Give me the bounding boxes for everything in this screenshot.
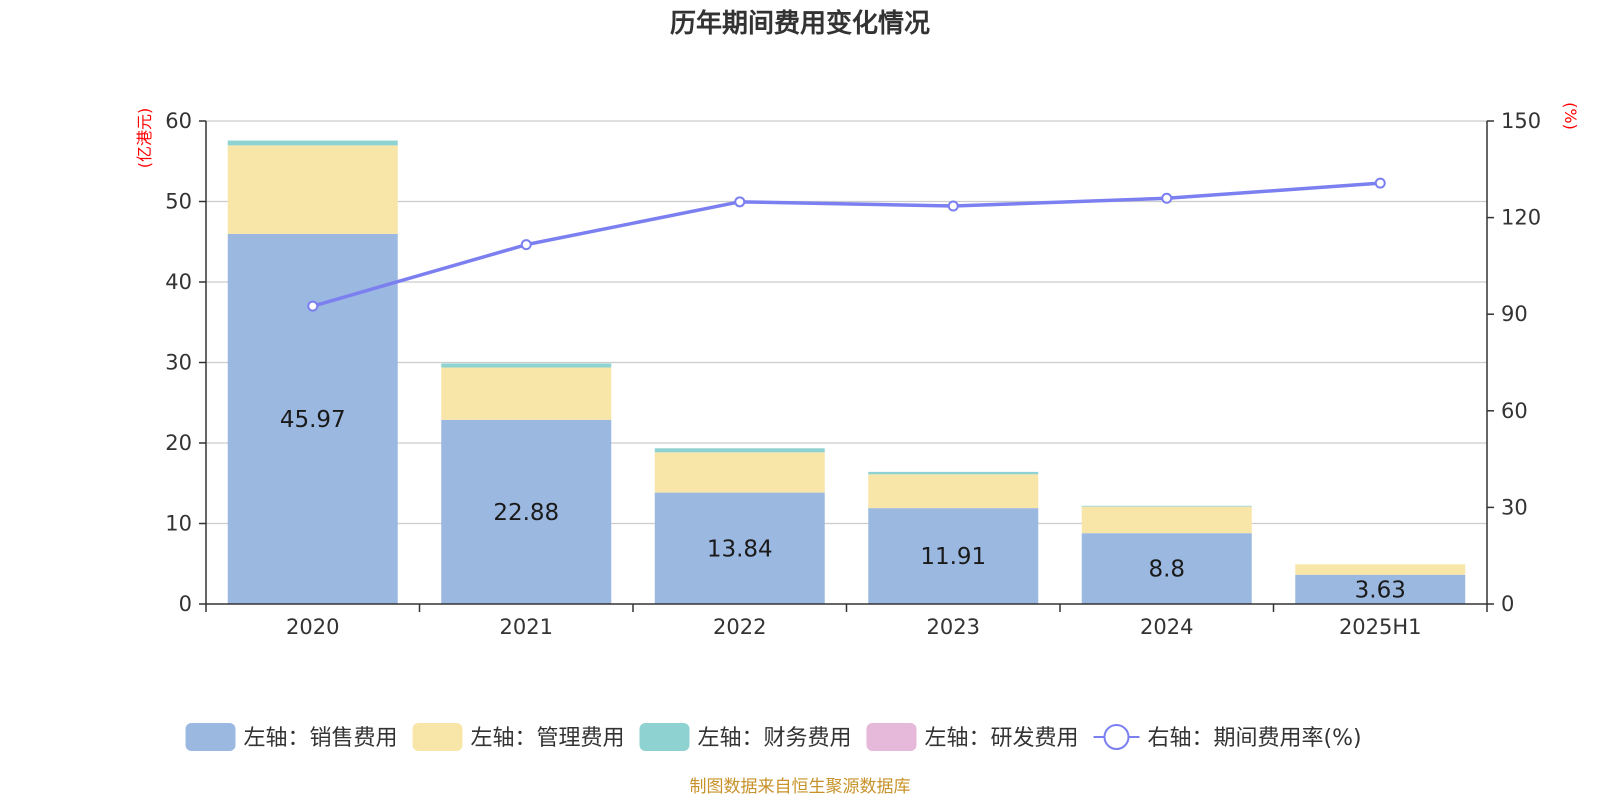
left-tick-label: 50 — [165, 190, 192, 214]
bar-admin-2021 — [441, 367, 612, 420]
axes: 0 10 20 30 40 50 60 0 30 60 90 120 150 2020 2021 2022 20… — [165, 109, 1541, 639]
data-label-sales-2020: 45.97 — [280, 407, 346, 433]
x-tick-label: 2023 — [927, 615, 980, 639]
legend-label-0: 左轴：销售费用 — [244, 726, 398, 751]
legend-swatch-1 — [412, 723, 463, 751]
line-series — [307, 177, 1386, 312]
bar-admin-2022 — [654, 452, 825, 493]
bar-finance-2023 — [868, 471, 1039, 475]
point-expense-ratio-2021 — [520, 239, 532, 251]
bar-admin-2025H1 — [1295, 564, 1466, 575]
left-axis-unit: (亿港元) — [135, 108, 154, 169]
data-label-sales-2025H1: 3.63 — [1355, 577, 1406, 603]
right-tick-label: 90 — [1501, 302, 1528, 326]
line-expense-ratio — [312, 181, 1381, 308]
legend-label-2: 左轴：财务费用 — [698, 726, 852, 751]
left-tick-label: 20 — [165, 431, 192, 455]
legend-label-3: 左轴：研发费用 — [925, 726, 1079, 751]
point-expense-ratio-2025H1 — [1374, 177, 1386, 189]
left-tick-label: 60 — [165, 109, 192, 133]
legend-label-1: 左轴：管理费用 — [471, 726, 625, 751]
bar-sales-2021 — [441, 419, 612, 604]
bar-admin-2023 — [868, 474, 1039, 509]
right-tick-label: 120 — [1501, 206, 1541, 230]
right-axis-unit: (%) — [1561, 102, 1580, 130]
left-tick-label: 0 — [179, 592, 192, 616]
right-tick-label: 0 — [1501, 592, 1514, 616]
legend: 左轴：销售费用 左轴：管理费用 左轴：财务费用 左轴：研发费用 右轴：期间费用率(%) — [185, 723, 1362, 751]
bar-sales-2025H1 — [1295, 574, 1466, 604]
legend-swatch-3 — [866, 723, 917, 751]
data-label-sales-2024: 8.8 — [1148, 557, 1185, 583]
bar-sales-2022 — [654, 492, 825, 604]
bar-sales-2020 — [227, 233, 398, 604]
bar-finance-2022 — [654, 448, 825, 453]
chart-title: 历年期间费用变化情况 — [670, 8, 930, 39]
bar-sales-2024 — [1081, 533, 1252, 604]
bar-finance-2024 — [1081, 505, 1252, 507]
legend-swatch-0 — [185, 723, 236, 751]
legend-marker-swatch — [1103, 724, 1130, 750]
bar-finance-2020 — [227, 140, 398, 146]
x-tick-label: 2021 — [500, 615, 553, 639]
point-expense-ratio-2023 — [947, 200, 959, 212]
right-tick-label: 150 — [1501, 109, 1541, 133]
left-tick-label: 10 — [165, 512, 192, 536]
bar-sales-2023 — [868, 508, 1039, 604]
point-expense-ratio-2022 — [734, 196, 746, 208]
left-tick-label: 40 — [165, 270, 192, 294]
data-label-sales-2022: 13.84 — [707, 536, 773, 562]
legend-swatch-2 — [639, 723, 690, 751]
data-label-sales-2021: 22.88 — [493, 500, 559, 526]
point-expense-ratio-2024 — [1161, 192, 1173, 204]
data-labels: 45.97 22.88 13.84 11.91 8.8 3.63 — [280, 407, 1406, 603]
bar-admin-2020 — [227, 145, 398, 234]
left-tick-label: 30 — [165, 351, 192, 375]
x-tick-label: 2022 — [713, 615, 766, 639]
x-tick-label: 2024 — [1140, 615, 1193, 639]
right-tick-label: 30 — [1501, 495, 1528, 519]
point-expense-ratio-2020 — [307, 300, 319, 312]
x-tick-label: 2025H1 — [1339, 615, 1422, 639]
legend-label-4: 右轴：期间费用率(%) — [1148, 726, 1362, 751]
source-note: 制图数据来自恒生聚源数据库 — [690, 777, 911, 797]
data-label-sales-2023: 11.91 — [920, 544, 986, 570]
x-tick-label: 2020 — [286, 615, 339, 639]
right-tick-label: 60 — [1501, 399, 1528, 423]
bar-series — [227, 140, 1466, 604]
bar-finance-2021 — [441, 363, 612, 368]
bar-admin-2024 — [1081, 506, 1252, 534]
grid-lines — [206, 120, 1487, 525]
